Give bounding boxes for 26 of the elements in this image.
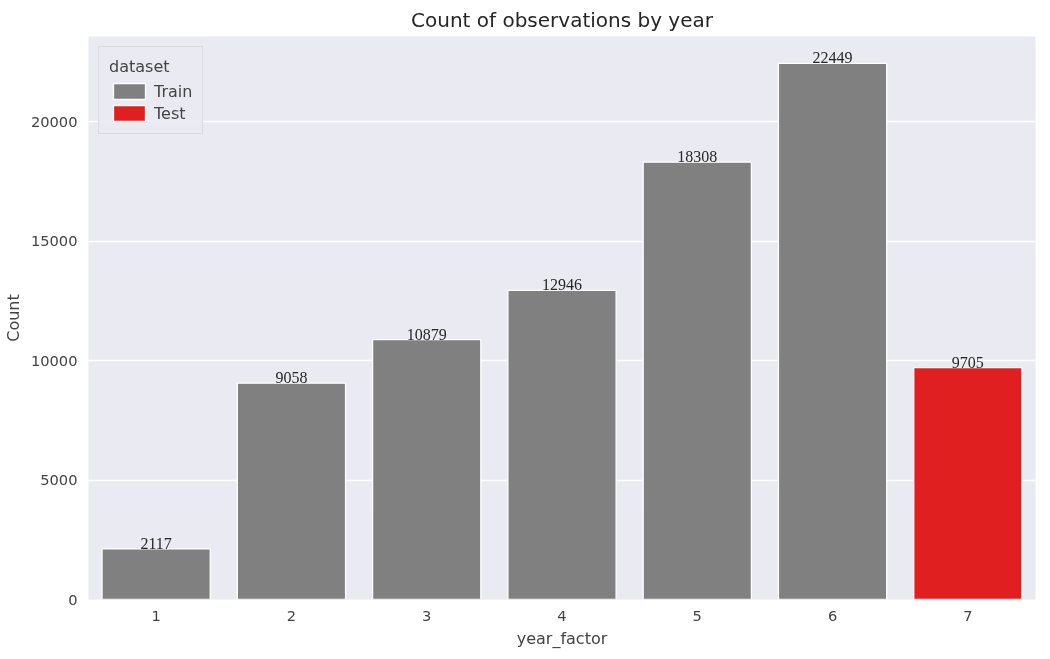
x-tick-label: 6 [827, 606, 838, 624]
x-tick-label: 7 [963, 606, 973, 624]
data-label: 2117 [140, 534, 172, 552]
data-label: 10879 [406, 325, 447, 343]
data-label: 9705 [951, 353, 984, 371]
y-tick-label: 20000 [30, 112, 78, 130]
chart-title: Count of observations by year [411, 7, 714, 32]
data-label: 12946 [542, 276, 582, 294]
data-label: 22449 [812, 49, 853, 67]
x-tick-label: 1 [151, 606, 161, 624]
legend-label: Test [154, 103, 186, 123]
y-axis-title: Count [3, 294, 23, 342]
x-tick-label: 4 [557, 606, 567, 624]
x-tick-label: 3 [422, 606, 432, 624]
x-tick-label: 2 [286, 606, 297, 624]
legend-label: Train [154, 81, 193, 101]
x-axis-title: year_factor [516, 628, 608, 649]
data-label: 9058 [275, 369, 308, 387]
legend-title: dataset [109, 57, 171, 76]
bar [101, 548, 211, 600]
y-tick-label: 0 [68, 590, 78, 608]
y-tick-label: 15000 [30, 232, 78, 250]
x-tick-label: 5 [692, 606, 702, 624]
y-tick-label: 5000 [40, 471, 78, 489]
data-label: 18308 [677, 148, 718, 166]
y-tick-label: 10000 [30, 351, 78, 369]
